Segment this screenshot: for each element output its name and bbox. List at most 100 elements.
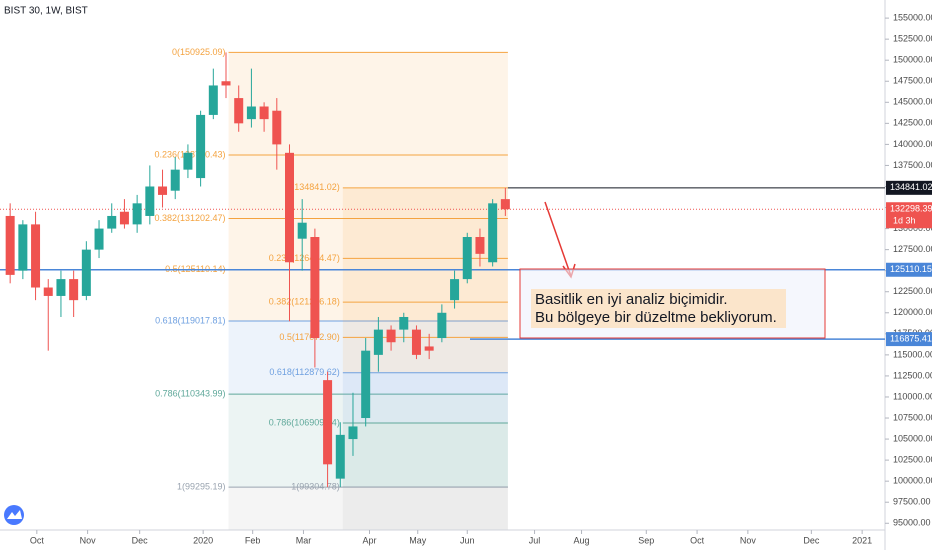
chart-title: BIST 30, 1W, BIST: [4, 6, 88, 17]
logo: [4, 505, 24, 525]
y-tick-label: 112500.00: [893, 370, 932, 380]
candle-body: [488, 203, 498, 263]
x-tick-label: Oct: [690, 535, 705, 545]
price-label-box: [886, 262, 932, 277]
fib-level-label: 0(150925.09): [172, 47, 226, 57]
candle-body: [43, 287, 53, 296]
x-tick-label: Dec: [803, 535, 820, 545]
fib-band: [228, 154, 508, 219]
candle-body: [500, 199, 510, 210]
x-tick-label: Aug: [574, 535, 590, 545]
x-tick-label: Oct: [30, 535, 45, 545]
candle-body: [158, 186, 168, 195]
x-tick-label: Dec: [132, 535, 149, 545]
fib-band: [342, 302, 508, 338]
price-label: 134841.02: [890, 182, 932, 192]
candle-body: [284, 152, 294, 263]
candle-body: [272, 110, 282, 145]
fib-level-label: 0.382(121266.18): [269, 296, 340, 306]
fib-level-label: 1(99304.78): [291, 481, 340, 491]
candle-body: [462, 237, 472, 280]
x-tick-label: Feb: [245, 535, 261, 545]
candle-body: [259, 106, 269, 120]
x-tick-label: Apr: [362, 535, 376, 545]
candle-body: [183, 152, 193, 170]
candle-body: [373, 329, 383, 355]
annotation-text: Basitlik en iyi analiz biçimidir.: [535, 291, 728, 308]
x-tick-label: 2021: [852, 535, 872, 545]
fib-band: [228, 52, 508, 155]
y-tick-label: 127500.00: [893, 244, 932, 254]
x-tick-label: Jun: [460, 535, 475, 545]
x-tick-label: Sep: [638, 535, 654, 545]
y-tick-label: 110000.00: [893, 391, 932, 401]
y-tick-label: 152500.00: [893, 34, 932, 44]
fib-level-label: 0(134841.02): [286, 182, 340, 192]
x-tick-label: Nov: [80, 535, 97, 545]
y-tick-label: 147500.00: [893, 76, 932, 86]
y-tick-label: 100000.00: [893, 476, 932, 486]
candle-body: [437, 312, 447, 339]
candle-body: [170, 169, 180, 191]
candle-body: [196, 114, 206, 179]
y-tick-label: 145000.00: [893, 97, 932, 107]
annotation-text: Bu bölgeye bir düzeltme bekliyorum.: [535, 309, 777, 326]
candle-body: [18, 224, 28, 271]
y-tick-label: 142500.00: [893, 118, 932, 128]
fib-band: [342, 372, 508, 423]
y-tick-label: 97500.00: [893, 497, 931, 507]
candle-body: [208, 85, 218, 115]
price-label-box: [886, 180, 932, 195]
y-tick-label: 107500.00: [893, 412, 932, 422]
fib-level-label: 0.382(131202.47): [154, 213, 225, 223]
fib-level-label: 0.786(110343.99): [155, 388, 225, 398]
candle-body: [424, 346, 434, 351]
candle-body: [56, 279, 66, 296]
candle-body: [107, 215, 117, 229]
x-tick-label: May: [409, 535, 427, 545]
candle-body: [234, 98, 244, 124]
candle-body: [81, 249, 91, 296]
candle-body: [450, 279, 460, 301]
price-label-box: [886, 332, 932, 347]
y-tick-label: 120000.00: [893, 307, 932, 317]
fib-band: [228, 218, 508, 270]
fib-band: [342, 337, 508, 373]
candle-body: [132, 203, 142, 225]
candle-body: [386, 329, 396, 343]
x-tick-label: Jul: [529, 535, 541, 545]
candle-body: [323, 380, 333, 465]
candle-body: [31, 224, 41, 288]
y-tick-label: 105000.00: [893, 433, 932, 443]
candle-body: [297, 222, 307, 239]
y-tick-label: 95000.00: [893, 518, 931, 528]
price-label: 125110.15: [890, 264, 932, 274]
y-tick-label: 102500.00: [893, 454, 932, 464]
candle-body: [69, 279, 79, 301]
y-tick-label: 155000.00: [893, 12, 932, 22]
candle-body: [119, 211, 129, 225]
y-tick-label: 115000.00: [893, 349, 932, 359]
x-tick-label: Nov: [740, 535, 757, 545]
fib-band: [228, 487, 508, 530]
fib-level-label: 0.618(112879.62): [269, 367, 339, 377]
x-tick-label: 2020: [193, 535, 213, 545]
countdown-label: 1d 3h: [893, 216, 916, 226]
annotation-text-box: [531, 289, 786, 328]
y-tick-label: 122500.00: [893, 286, 932, 296]
y-tick-label: 140000.00: [893, 139, 932, 149]
candle-body: [361, 350, 371, 419]
fib-level-label: 0.236(126454.47): [269, 253, 340, 263]
fib-band: [342, 487, 508, 530]
candle-body: [399, 316, 409, 330]
fib-level-label: 1(99295.19): [177, 481, 226, 491]
candle-body: [5, 215, 15, 275]
candle-body: [310, 237, 320, 339]
fib-level-label: 0.786(106909.54): [269, 417, 340, 427]
candle-body: [475, 237, 485, 254]
fib-band: [342, 258, 508, 303]
price-label: 116875.41: [890, 333, 932, 343]
y-tick-label: 137500.00: [893, 160, 932, 170]
last-price-label: 132298.39: [890, 204, 932, 214]
